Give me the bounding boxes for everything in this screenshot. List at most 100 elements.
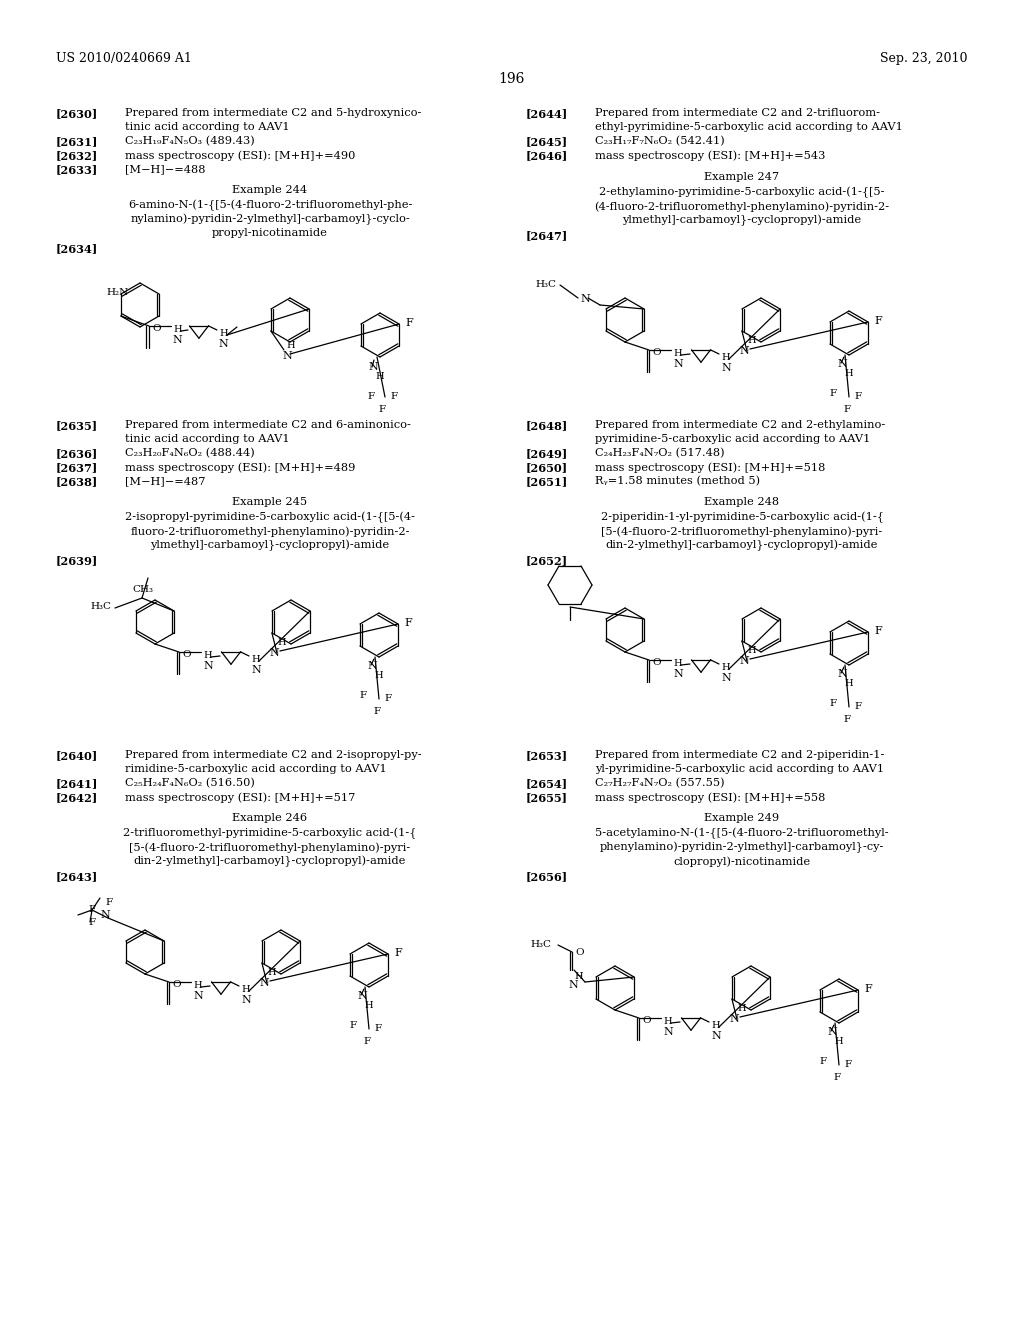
Text: N: N [568, 979, 578, 990]
Text: H₂N: H₂N [106, 288, 128, 297]
Text: H: H [663, 1016, 672, 1026]
Text: [2633]: [2633] [56, 164, 98, 176]
Text: H: H [219, 329, 227, 338]
Text: Prepared from intermediate C2 and 5-hydroxynico-: Prepared from intermediate C2 and 5-hydr… [125, 108, 421, 117]
Text: F: F [390, 392, 397, 401]
Text: yl-pyrimidine-5-carboxylic acid according to AAV1: yl-pyrimidine-5-carboxylic acid accordin… [595, 764, 884, 774]
Text: O: O [182, 649, 190, 659]
Text: H: H [241, 985, 250, 994]
Text: N: N [711, 1031, 721, 1041]
Text: F: F [105, 898, 112, 907]
Text: Prepared from intermediate C2 and 2-ethylamino-: Prepared from intermediate C2 and 2-ethy… [595, 420, 886, 430]
Text: F: F [373, 708, 380, 715]
Text: H: H [834, 1038, 843, 1045]
Text: [2635]: [2635] [56, 420, 98, 432]
Text: N: N [357, 991, 367, 1001]
Text: H: H [721, 663, 730, 672]
Text: 2-piperidin-1-yl-pyrimidine-5-carboxylic acid-(1-{: 2-piperidin-1-yl-pyrimidine-5-carboxylic… [600, 512, 884, 523]
Text: F: F [843, 405, 850, 414]
Text: N: N [730, 1014, 739, 1024]
Text: O: O [575, 948, 584, 957]
Text: H: H [173, 325, 181, 334]
Text: 2-ethylamino-pyrimidine-5-carboxylic acid-(1-{[5-: 2-ethylamino-pyrimidine-5-carboxylic aci… [599, 187, 885, 198]
Text: F: F [854, 392, 861, 401]
Text: [2652]: [2652] [526, 554, 568, 566]
Text: H: H [746, 337, 756, 345]
Text: H: H [711, 1020, 720, 1030]
Text: [M−H]−=487: [M−H]−=487 [125, 477, 206, 486]
Text: [2649]: [2649] [526, 447, 568, 459]
Text: N: N [673, 359, 683, 370]
Text: 2-trifluoromethyl-pyrimidine-5-carboxylic acid-(1-{: 2-trifluoromethyl-pyrimidine-5-carboxyli… [123, 828, 417, 840]
Text: [2647]: [2647] [526, 230, 568, 242]
Text: [2640]: [2640] [56, 750, 98, 762]
Text: [2653]: [2653] [526, 750, 568, 762]
Text: 6-amino-N-(1-{[5-(4-fluoro-2-trifluoromethyl-phe-: 6-amino-N-(1-{[5-(4-fluoro-2-trifluorome… [128, 201, 413, 211]
Text: F: F [378, 405, 385, 414]
Text: ylmethyl]-carbamoyl}-cyclopropyl)-amide: ylmethyl]-carbamoyl}-cyclopropyl)-amide [151, 540, 389, 552]
Text: H: H [721, 352, 730, 362]
Text: H: H [844, 678, 853, 688]
Text: F: F [349, 1020, 356, 1030]
Text: N: N [270, 648, 280, 657]
Text: [2648]: [2648] [526, 420, 568, 432]
Text: [2656]: [2656] [526, 871, 568, 882]
Text: [5-(4-fluoro-2-trifluoromethyl-phenylamino)-pyri-: [5-(4-fluoro-2-trifluoromethyl-phenylami… [601, 525, 883, 536]
Text: F: F [843, 715, 850, 723]
Text: [2634]: [2634] [56, 243, 98, 253]
Text: N: N [283, 351, 293, 360]
Text: mass spectroscopy (ESI): [M+H]+=543: mass spectroscopy (ESI): [M+H]+=543 [595, 150, 825, 161]
Text: F: F [844, 1060, 851, 1069]
Text: [2645]: [2645] [526, 136, 568, 147]
Text: N: N [721, 673, 731, 682]
Text: tinic acid according to AAV1: tinic acid according to AAV1 [125, 434, 290, 444]
Text: mass spectroscopy (ESI): [M+H]+=489: mass spectroscopy (ESI): [M+H]+=489 [125, 462, 355, 473]
Text: F: F [88, 906, 95, 913]
Text: CH₃: CH₃ [132, 585, 153, 594]
Text: N: N [241, 995, 251, 1005]
Text: H₃C: H₃C [535, 280, 556, 289]
Text: O: O [642, 1016, 650, 1026]
Text: H: H [673, 348, 682, 358]
Text: F: F [829, 389, 837, 399]
Text: N: N [173, 335, 182, 345]
Text: Rᵧ=1.58 minutes (method 5): Rᵧ=1.58 minutes (method 5) [595, 477, 760, 486]
Text: [2651]: [2651] [526, 477, 568, 487]
Text: F: F [833, 1073, 840, 1082]
Text: H: H [737, 1005, 745, 1012]
Text: [2644]: [2644] [526, 108, 568, 119]
Text: Example 245: Example 245 [232, 498, 307, 507]
Text: H: H [276, 638, 286, 647]
Text: Prepared from intermediate C2 and 6-aminonico-: Prepared from intermediate C2 and 6-amin… [125, 420, 411, 430]
Text: mass spectroscopy (ESI): [M+H]+=558: mass spectroscopy (ESI): [M+H]+=558 [595, 792, 825, 803]
Text: Example 244: Example 244 [232, 185, 307, 195]
Text: F: F [359, 690, 367, 700]
Text: [5-(4-fluoro-2-trifluoromethyl-phenylamino)-pyri-: [5-(4-fluoro-2-trifluoromethyl-phenylami… [129, 842, 411, 853]
Text: F: F [864, 983, 871, 994]
Text: [2646]: [2646] [526, 150, 568, 161]
Text: [2650]: [2650] [526, 462, 568, 473]
Text: Example 248: Example 248 [705, 498, 779, 507]
Text: Sep. 23, 2010: Sep. 23, 2010 [881, 51, 968, 65]
Text: propyl-nicotinamide: propyl-nicotinamide [212, 228, 328, 238]
Text: H: H [375, 372, 384, 381]
Text: Example 247: Example 247 [705, 172, 779, 182]
Text: [2639]: [2639] [56, 554, 98, 566]
Text: [2638]: [2638] [56, 477, 98, 487]
Text: F: F [829, 700, 837, 708]
Text: 5-acetylamino-N-(1-{[5-(4-fluoro-2-trifluoromethyl-: 5-acetylamino-N-(1-{[5-(4-fluoro-2-trifl… [595, 828, 889, 840]
Text: US 2010/0240669 A1: US 2010/0240669 A1 [56, 51, 191, 65]
Text: H: H [267, 968, 275, 977]
Text: C₂₃H₁₇F₇N₆O₂ (542.41): C₂₃H₁₇F₇N₆O₂ (542.41) [595, 136, 725, 147]
Text: [2654]: [2654] [526, 777, 568, 789]
Text: Example 249: Example 249 [705, 813, 779, 822]
Text: rimidine-5-carboxylic acid according to AAV1: rimidine-5-carboxylic acid according to … [125, 764, 387, 774]
Text: N: N [740, 346, 750, 356]
Text: mass spectroscopy (ESI): [M+H]+=490: mass spectroscopy (ESI): [M+H]+=490 [125, 150, 355, 161]
Text: F: F [374, 1024, 381, 1034]
Text: O: O [172, 979, 180, 989]
Text: N: N [837, 359, 847, 370]
Text: H: H [374, 671, 383, 680]
Text: H: H [364, 1001, 373, 1010]
Text: [2643]: [2643] [56, 871, 98, 882]
